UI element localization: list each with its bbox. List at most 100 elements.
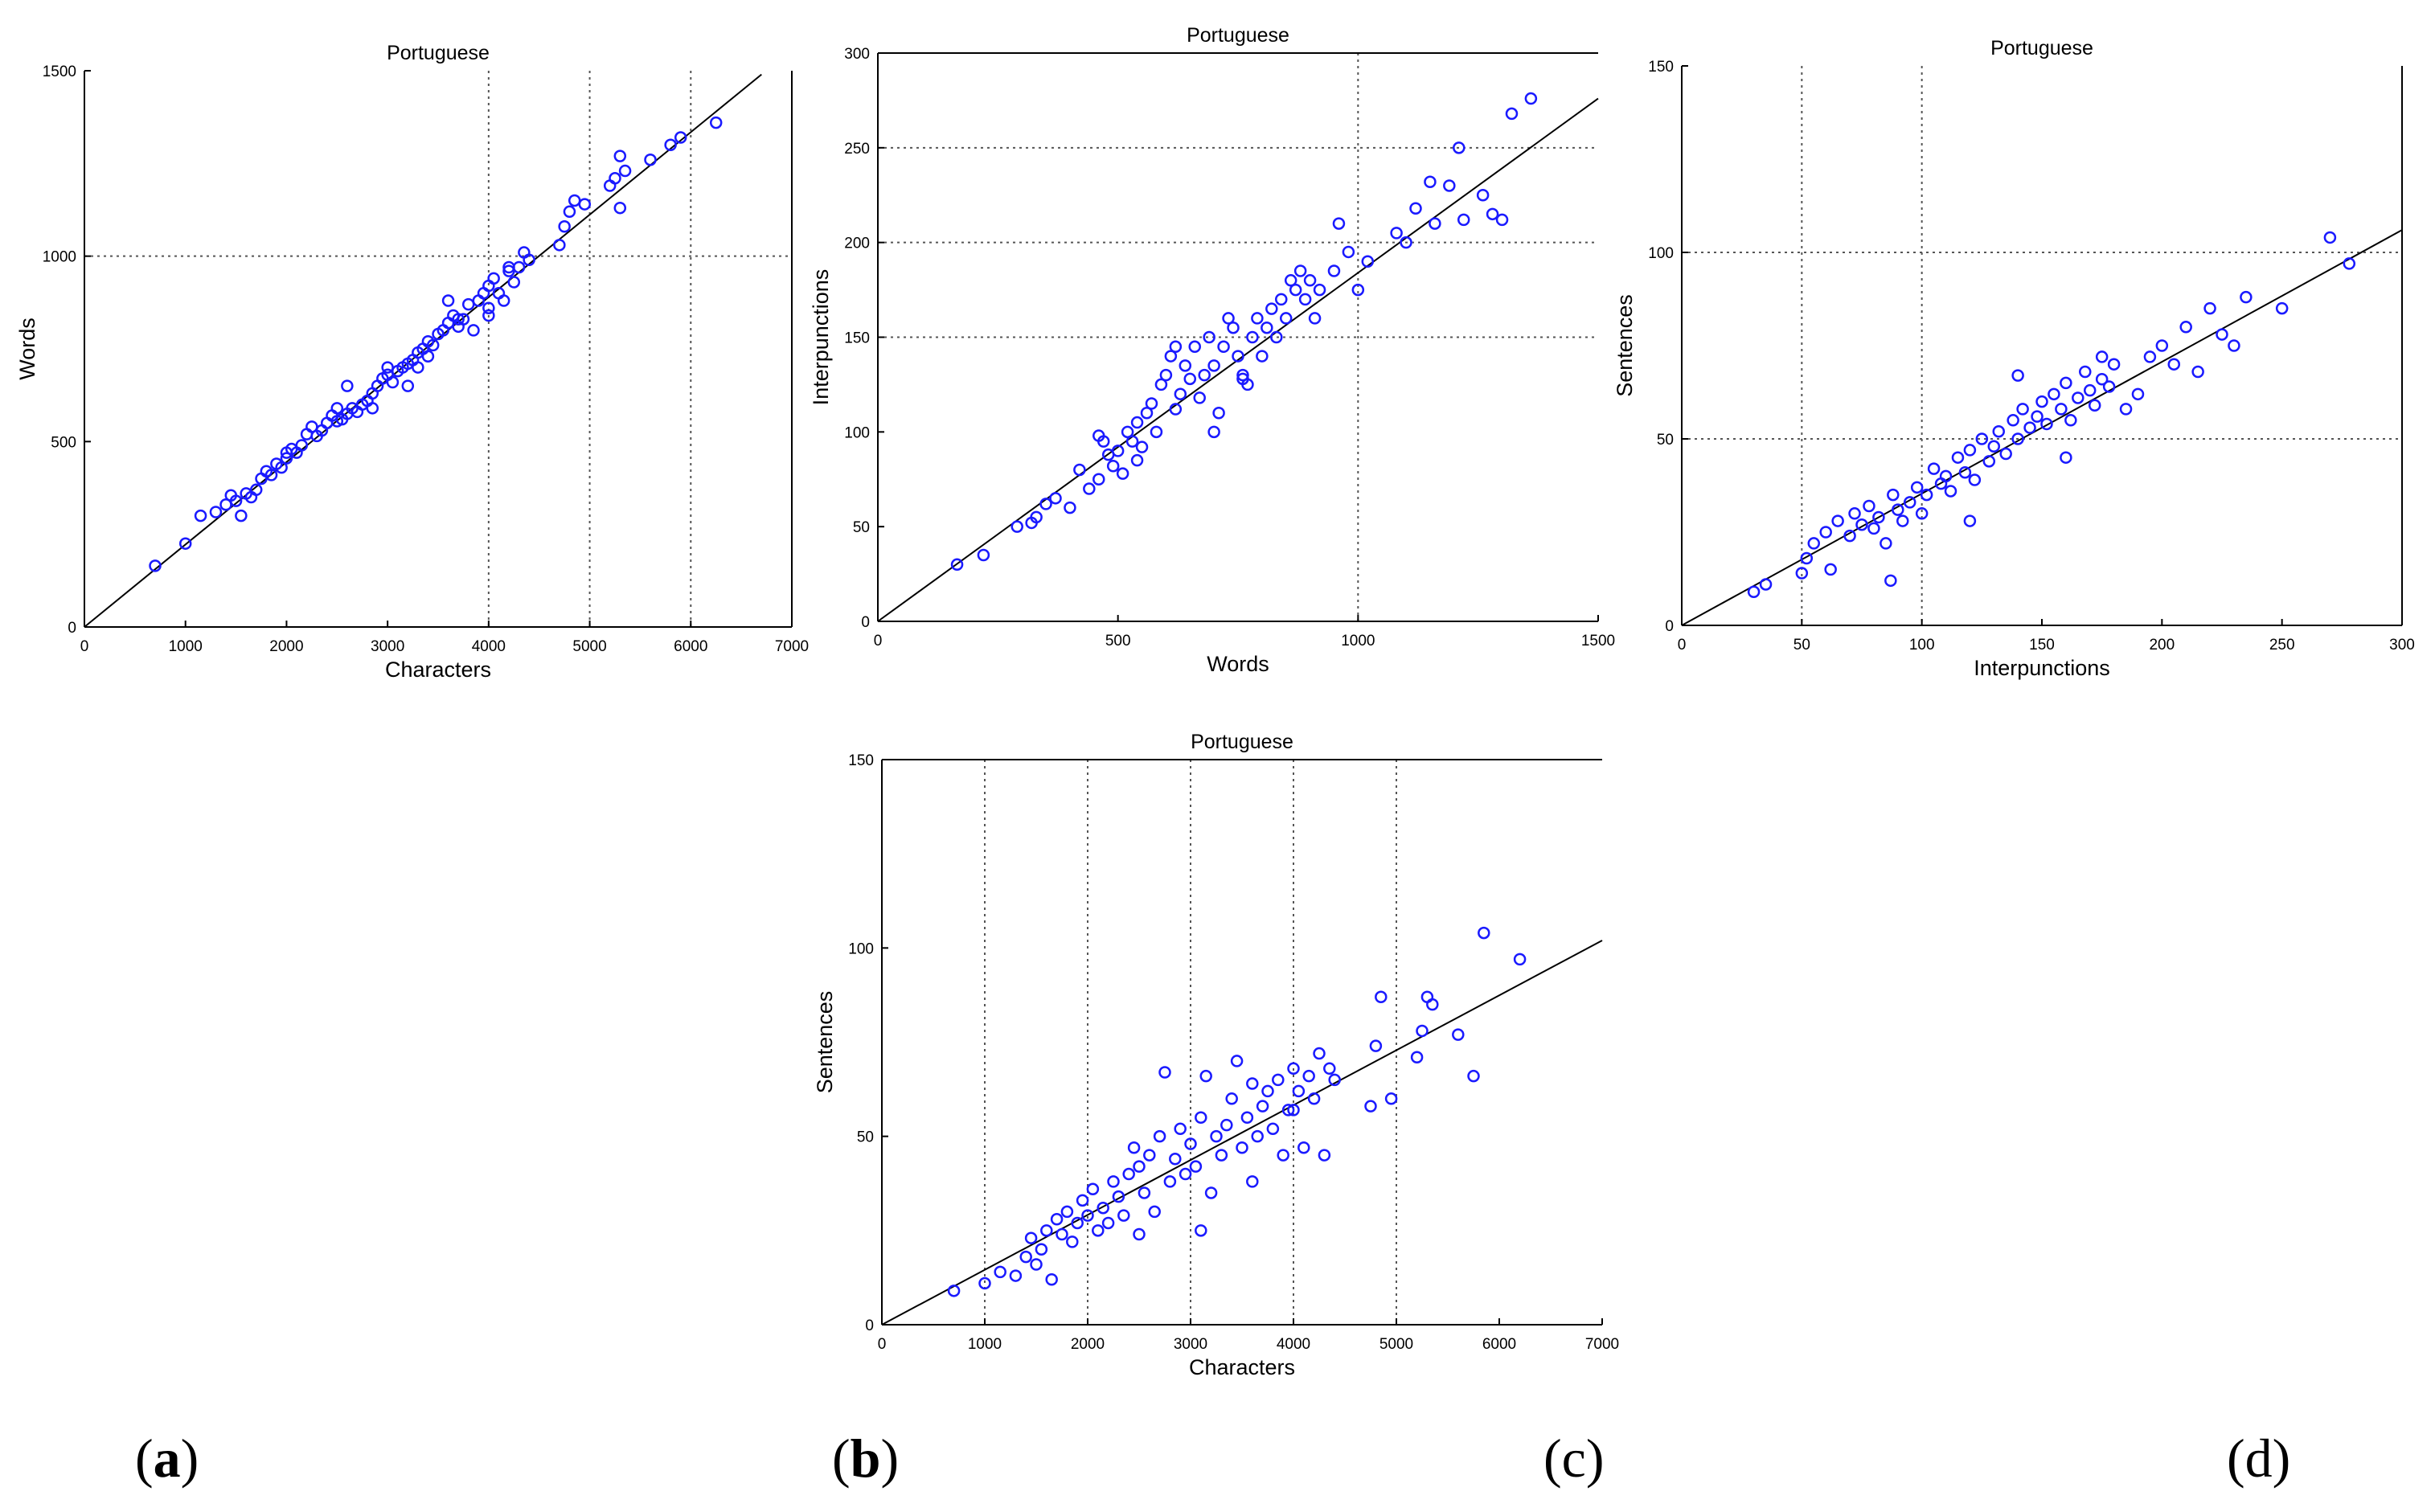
scatter-point xyxy=(1130,416,1144,429)
scatter-point xyxy=(1987,440,2001,453)
scatter-point xyxy=(1064,501,1076,514)
scatter-point xyxy=(1287,1062,1300,1076)
scatter-point xyxy=(2240,290,2253,304)
scatter-point xyxy=(1400,236,1412,249)
y-tick-label: 50 xyxy=(853,519,870,536)
scatter-point xyxy=(512,260,526,274)
chart-title: Portuguese xyxy=(1187,24,1289,47)
scatter-point xyxy=(1297,1141,1310,1154)
scatter-point xyxy=(1513,953,1527,966)
scatter-point xyxy=(1266,1122,1280,1136)
scatter-point xyxy=(1759,578,1773,591)
scatter-point xyxy=(1050,1213,1064,1226)
scatter-point xyxy=(472,294,486,307)
scatter-point xyxy=(1843,529,1856,543)
scatter-point xyxy=(1308,312,1322,325)
scatter-point xyxy=(1486,207,1499,221)
scatter-point xyxy=(950,558,964,572)
scatter-point xyxy=(275,461,288,474)
scatter-point xyxy=(1819,526,1832,539)
scatter-point xyxy=(947,1285,961,1297)
chart-title: Portuguese xyxy=(1191,731,1293,753)
scatter-point xyxy=(1143,1149,1156,1162)
scatter-point xyxy=(2095,373,2109,386)
scatter-point xyxy=(1138,1186,1151,1199)
scatter-point xyxy=(482,309,495,322)
chart-title: Portuguese xyxy=(1990,37,2093,59)
scatter-point xyxy=(1327,264,1341,277)
scatter-point xyxy=(2011,369,2024,382)
scatter-point xyxy=(2167,358,2181,371)
x-tick-label: 5000 xyxy=(572,638,606,655)
scatter-point xyxy=(563,205,576,219)
y-tick-label: 1500 xyxy=(43,64,76,80)
scatter-point xyxy=(1092,473,1105,486)
scatter-point xyxy=(2107,358,2121,371)
scatter-point xyxy=(1086,1182,1100,1196)
scatter-point xyxy=(1920,488,1933,502)
y-axis-label: Interpunctions xyxy=(809,269,833,406)
scatter-point xyxy=(1030,1258,1043,1271)
scatter-point xyxy=(1220,1118,1233,1132)
scatter-point xyxy=(487,272,500,285)
scatter-point xyxy=(1225,1092,1238,1105)
x-tick-label: 200 xyxy=(2149,637,2175,654)
scatter-point xyxy=(401,379,415,392)
scatter-point xyxy=(1896,514,1909,527)
scatter-point xyxy=(149,559,162,572)
scatter-point xyxy=(1831,514,1844,527)
x-tick-label: 0 xyxy=(1678,637,1687,654)
scatter-point xyxy=(1019,1250,1032,1264)
scatter-point xyxy=(1125,435,1139,448)
scatter-point xyxy=(609,172,621,185)
scatter-point xyxy=(1281,1104,1295,1117)
scatter-point xyxy=(2060,451,2072,464)
x-tick-label: 3000 xyxy=(371,638,404,655)
scatter-point xyxy=(1060,1205,1074,1219)
scatter-point xyxy=(1390,227,1403,240)
x-axis-label: Characters xyxy=(385,658,491,682)
scatter-point xyxy=(1189,1160,1203,1173)
scatter-point xyxy=(1217,340,1230,354)
caption-d: (d) xyxy=(2227,1428,2291,1489)
x-tick-label: 0 xyxy=(80,638,89,655)
scatter-point xyxy=(1944,485,1957,498)
scatter-point xyxy=(441,294,455,307)
scatter-point xyxy=(1193,391,1206,404)
scatter-point xyxy=(1212,407,1225,420)
scatter-point xyxy=(1153,1129,1166,1143)
scatter-point xyxy=(426,338,440,352)
scatter-point xyxy=(1270,330,1283,344)
scatter-point xyxy=(1951,451,1965,464)
scatter-point xyxy=(2343,257,2356,270)
scatter-point xyxy=(386,375,400,389)
scatter-point xyxy=(497,294,510,307)
scatter-point xyxy=(618,164,632,178)
scatter-point xyxy=(1148,1205,1161,1219)
scatter-point xyxy=(1207,425,1220,439)
scatter-point xyxy=(1272,1073,1285,1087)
y-tick-label: 500 xyxy=(51,434,76,451)
scatter-point xyxy=(1203,330,1215,344)
scatter-point xyxy=(2083,383,2097,397)
y-tick-label: 0 xyxy=(1665,618,1674,635)
y-tick-label: 150 xyxy=(1648,59,1674,76)
x-tick-label: 3000 xyxy=(1174,1336,1207,1353)
x-axis-label: Interpunctions xyxy=(1974,656,2110,680)
scatter-point xyxy=(1903,496,1916,509)
scatter-point xyxy=(1384,1092,1398,1105)
scatter-point xyxy=(1236,1141,1248,1154)
scatter-point xyxy=(249,483,263,497)
scatter-point xyxy=(2323,231,2337,244)
scatter-point xyxy=(1453,141,1466,154)
scatter-point xyxy=(1150,425,1163,439)
x-tick-label: 150 xyxy=(2029,637,2055,654)
x-tick-label: 6000 xyxy=(1482,1336,1516,1353)
scatter-point xyxy=(1277,1149,1289,1162)
scatter-point xyxy=(1246,330,1259,344)
scatter-point xyxy=(1892,503,1904,516)
scatter-point xyxy=(1289,283,1302,297)
scatter-point xyxy=(366,387,379,400)
y-axis-label: Words xyxy=(15,318,39,380)
scatter-point xyxy=(1323,1062,1336,1076)
